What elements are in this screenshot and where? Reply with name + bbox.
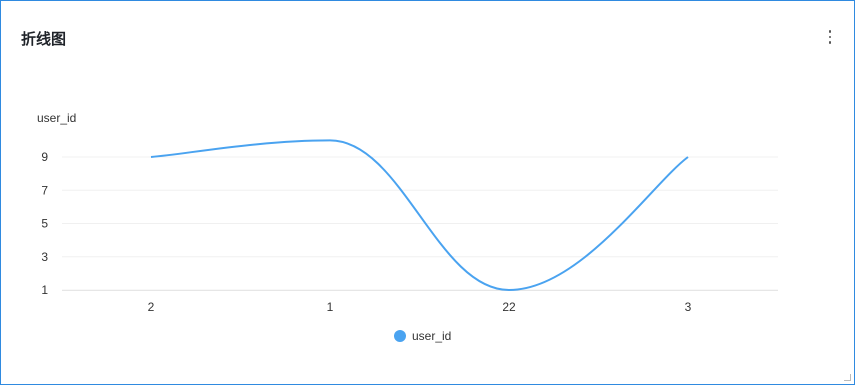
x-tick-label: 22 [502,300,516,314]
x-tick-label: 1 [327,300,334,314]
panel-title: 折线图 [21,30,67,48]
data-point [507,288,511,292]
data-point [328,138,332,142]
y-tick-label: 5 [41,217,48,231]
legend-label: user_id [412,329,451,343]
x-tick-label: 2 [148,300,155,314]
y-axis-label: user_id [37,111,76,125]
series-line-user_id [150,139,689,292]
y-tick-label: 9 [41,150,48,164]
data-point [686,155,690,159]
more-options-button[interactable] [820,25,840,49]
data-point [149,155,153,159]
y-tick-label: 3 [41,250,48,264]
y-tick-label: 7 [41,183,48,197]
resize-handle[interactable] [844,374,851,381]
vertical-dots-icon [828,30,832,44]
legend-marker [394,330,406,342]
y-tick-label: 1 [41,283,48,297]
x-tick-label: 3 [685,300,692,314]
